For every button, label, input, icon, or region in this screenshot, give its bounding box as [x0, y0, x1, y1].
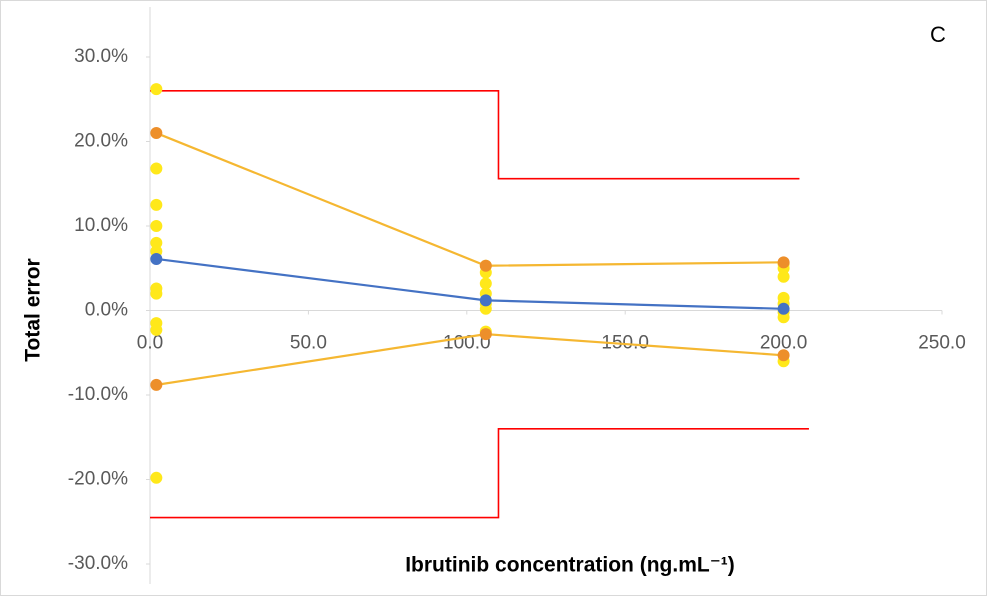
data-point [777, 311, 790, 324]
data-point [150, 471, 163, 484]
data-point [479, 328, 492, 341]
x-tick-label: 50.0 [290, 333, 327, 354]
series-line [150, 90, 800, 180]
data-point [150, 252, 163, 265]
data-point [150, 287, 163, 300]
data-point [150, 323, 163, 336]
data-point [150, 220, 163, 232]
y-tick-label: 0.0% [85, 300, 128, 321]
y-tick-label: 20.0% [74, 131, 128, 152]
data-point [777, 302, 790, 315]
data-point [479, 259, 492, 272]
data-point [479, 294, 492, 307]
y-tick-label: 30.0% [74, 46, 128, 67]
data-point [150, 127, 163, 140]
data-point [479, 302, 492, 315]
series-line [150, 428, 809, 519]
x-tick-label: 200.0 [760, 333, 808, 354]
data-point [777, 349, 790, 362]
data-point [777, 270, 790, 283]
data-point [479, 277, 492, 290]
y-tick-label: -20.0% [68, 469, 128, 490]
x-tick-label: 100.0 [443, 333, 491, 354]
data-point [150, 236, 163, 249]
data-point [150, 83, 163, 96]
data-point [150, 198, 163, 211]
data-point [777, 256, 790, 269]
y-tick-label: -10.0% [68, 384, 128, 405]
y-axis-title: Total error [22, 258, 45, 361]
x-axis-title: Ibrutinib concentration (ng.mL⁻¹) [405, 554, 735, 577]
x-tick-label: 250.0 [918, 333, 966, 354]
data-point [150, 162, 163, 175]
y-tick-label: -30.0% [68, 553, 128, 574]
y-tick-label: 10.0% [74, 215, 128, 236]
panel-label: C [930, 22, 946, 47]
x-tick-label: 0.0 [137, 333, 163, 354]
data-point [150, 378, 163, 391]
